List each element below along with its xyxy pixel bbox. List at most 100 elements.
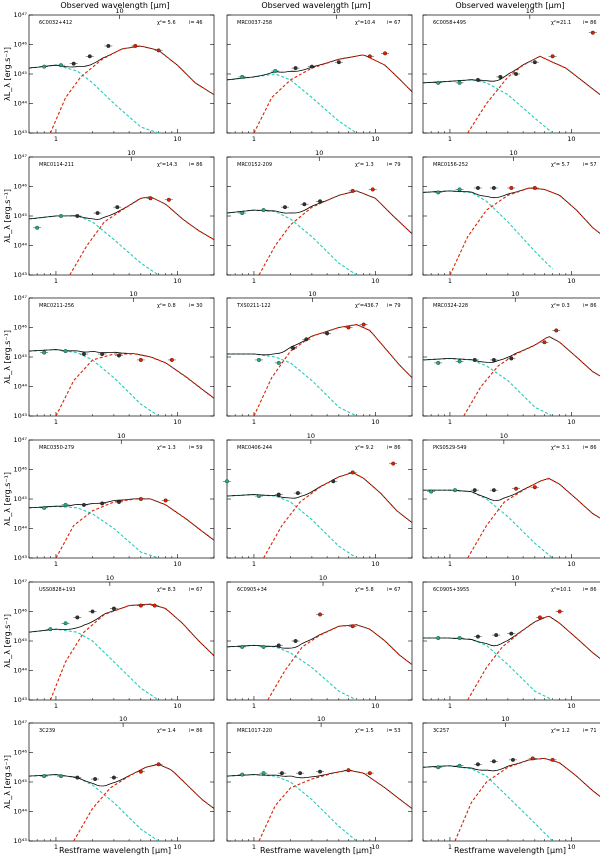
agn-component-curve <box>258 190 413 276</box>
stellar-component-curve <box>422 79 553 134</box>
x-tick-label: 1 <box>54 843 58 851</box>
sed-panel: 10⁴³ 10⁴⁴ 10⁴⁵ 10⁴⁶ 10⁴⁷ 1 10 10 MRC0114-211 χ²=1… <box>3 149 215 285</box>
data-point <box>436 190 441 195</box>
y-axis-label: λL_λ [erg.s⁻¹] <box>3 47 12 101</box>
inclination-label: i= 86 <box>189 162 203 168</box>
total-model-curve <box>422 55 600 96</box>
stellar-component-curve <box>28 774 159 842</box>
y-tick-label: 10⁴⁷ <box>14 294 28 302</box>
chi-square-label: χ²= 1.2 <box>551 728 570 734</box>
stellar-component-curve <box>422 190 553 270</box>
obs-tick-label: 10 <box>511 574 519 582</box>
chi-square-label: χ²= 1.3 <box>157 445 176 451</box>
top-axis-label-left: Observed wavelength [μm] <box>60 1 169 10</box>
agn-component-curve <box>55 353 215 417</box>
bottom-axis-label-left: Restframe wavelength [μm] <box>59 846 171 855</box>
obs-tick-label: 10 <box>115 7 123 15</box>
data-point <box>350 624 355 629</box>
x-tick-label: 10 <box>173 418 181 426</box>
obs-tick-label: 10 <box>129 290 137 298</box>
data-point <box>63 621 68 626</box>
data-point <box>457 187 462 192</box>
stellar-component-curve <box>28 505 159 559</box>
chi-square-label: χ²= 0.3 <box>551 303 570 309</box>
data-point <box>93 777 98 781</box>
stellar-component-curve <box>226 209 357 276</box>
stellar-component-curve <box>28 215 159 276</box>
inclination-label: i= 53 <box>387 728 401 734</box>
sed-panel: 10⁴³ 10⁴⁴ 10⁴⁵ 10⁴⁶ 10⁴⁷ 1 10 10 USS0828+193 χ²= … <box>3 574 215 710</box>
data-point <box>383 51 387 56</box>
total-model-curve <box>226 624 413 665</box>
x-tick-label: 10 <box>371 702 379 710</box>
data-point <box>325 331 330 336</box>
total-model-curve <box>423 478 600 519</box>
data-point <box>111 606 116 611</box>
sed-panel: 1 10 10 3C257 χ²= 1.2 i= 71 <box>422 715 600 851</box>
source-name: MRC1017-220 <box>237 728 272 734</box>
inclination-label: i= 46 <box>189 20 203 26</box>
obs-tick-label: 10 <box>315 149 323 157</box>
data-point <box>116 500 121 504</box>
y-tick-label: 10⁴⁵ <box>14 70 28 78</box>
data-point <box>59 63 63 68</box>
y-tick-label: 10⁴⁴ <box>14 100 28 108</box>
agn-component-curve <box>267 624 413 701</box>
agn-component-curve <box>253 54 413 134</box>
data-point <box>75 775 80 780</box>
y-tick-label: 10⁴⁴ <box>14 242 28 250</box>
sed-panel: 1 10 10 MRC0406-244 χ²= 9.2 i= 86 <box>223 432 413 568</box>
data-point <box>261 208 266 213</box>
chi-square-label: χ²= 5.6 <box>157 20 176 26</box>
data-point <box>152 603 157 608</box>
panel-frame <box>28 439 215 559</box>
data-point <box>295 491 300 496</box>
data-point <box>75 214 80 218</box>
source-name: 6C0032+412 <box>39 20 72 26</box>
data-point <box>498 74 503 79</box>
x-tick-label: 1 <box>54 418 58 426</box>
data-point <box>138 358 143 362</box>
data-point <box>302 202 307 207</box>
data-point <box>100 352 105 356</box>
data-point <box>350 188 355 193</box>
sed-panel: 1 10 10 MRC0152-209 χ²= 1.3 i= 79 <box>226 149 413 285</box>
x-tick-label: 10 <box>173 135 181 143</box>
data-point <box>475 634 480 639</box>
x-tick-label: 1 <box>448 560 452 568</box>
data-point <box>111 775 116 780</box>
source-name: MRC0114-211 <box>39 162 74 168</box>
x-tick-label: 10 <box>173 702 181 710</box>
data-point <box>156 48 161 53</box>
data-point <box>95 211 100 215</box>
data-point <box>514 486 518 491</box>
data-point <box>429 489 434 494</box>
agn-component-curve <box>69 196 215 276</box>
data-point <box>309 64 314 69</box>
data-point <box>240 772 245 777</box>
data-point <box>510 757 515 762</box>
sed-panel: 10⁴³ 10⁴⁴ 10⁴⁵ 10⁴⁶ 10⁴⁷ 1 10 10 MRC0350-279 χ²= … <box>3 432 215 568</box>
sed-panel: 1 10 10 PKS0529-549 χ²= 3.1 i= 86 <box>422 432 600 568</box>
data-point <box>436 80 441 85</box>
data-point <box>276 492 281 497</box>
x-tick-label: 10 <box>173 843 181 851</box>
obs-tick-label: 10 <box>307 432 315 440</box>
x-tick-label: 10 <box>567 418 575 426</box>
y-tick-label: 10⁴⁷ <box>14 436 28 444</box>
y-tick-label: 10⁴⁶ <box>14 41 28 49</box>
total-model-curve <box>28 498 215 541</box>
inclination-label: i= 67 <box>387 20 401 26</box>
y-tick-label: 10⁴⁴ <box>14 667 28 675</box>
data-point <box>75 615 80 620</box>
x-tick-label: 1 <box>448 277 452 285</box>
y-tick-label: 10⁴⁵ <box>14 212 28 220</box>
bottom-axis-label-right: Restframe wavelength [μm] <box>454 846 566 855</box>
obs-tick-label: 10 <box>319 574 327 582</box>
data-point <box>166 197 171 202</box>
data-point <box>472 358 477 362</box>
agn-component-curve <box>49 603 215 701</box>
x-tick-label: 10 <box>567 560 575 568</box>
data-point <box>148 196 153 201</box>
